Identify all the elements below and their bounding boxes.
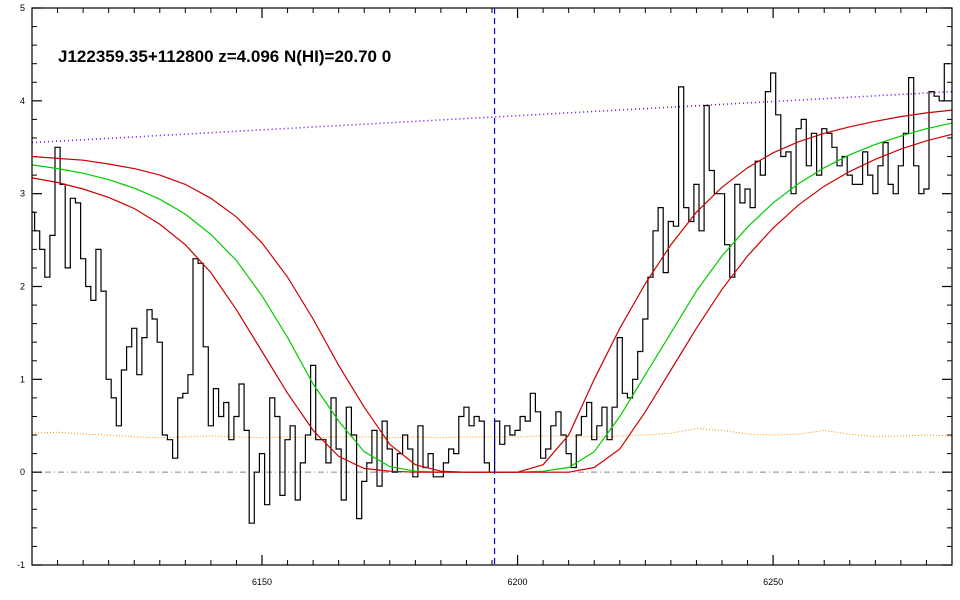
error-layer	[31, 427, 953, 439]
y-tick-label: 0	[20, 467, 25, 477]
tick-labels: 6150 6200 6250 -1 0 1 2 3 4 5	[17, 3, 783, 587]
x-tick-label: 6250	[763, 577, 783, 587]
y-tick-label: -1	[17, 560, 25, 570]
y-tick-label: 4	[20, 96, 25, 106]
model-layer	[31, 109, 953, 473]
y-tick-label: 5	[20, 3, 25, 13]
chart-title: J122359.35+112800 z=4.096 N(HI)=20.70 0	[58, 47, 391, 66]
model-bound-line	[31, 133, 953, 473]
major-ticks	[32, 7, 952, 566]
x-tick-label: 6150	[252, 577, 272, 587]
error-spectrum-line	[31, 427, 953, 439]
y-tick-label: 1	[20, 374, 25, 384]
y-tick-label: 3	[20, 189, 25, 199]
continuum-line	[31, 90, 953, 144]
flux-step-line	[32, 63, 950, 524]
x-tick-label: 6200	[508, 577, 528, 587]
flux-layer	[32, 63, 950, 524]
continuum-layer	[31, 90, 953, 144]
y-tick-label: 2	[20, 282, 25, 292]
minor-ticks	[31, 8, 953, 565]
